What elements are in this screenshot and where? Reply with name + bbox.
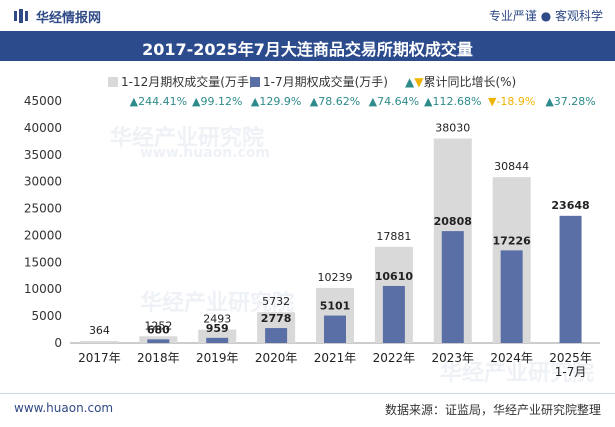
growth-up-icon: ▲: [250, 95, 260, 108]
growth-value: 129.9%: [259, 95, 302, 108]
growth-label: ▲78.62%: [302, 95, 368, 108]
data-label-1-7: 10610: [375, 270, 414, 283]
data-label-1-12: 30844: [494, 160, 529, 173]
data-label-1-7: 2778: [261, 312, 292, 325]
slogan-right: 客观科学: [554, 9, 603, 23]
watermark-2: 华经产业研究院: [140, 291, 295, 316]
y-tick-label: 40000: [24, 121, 62, 135]
growth-up-icon: ▲: [192, 95, 201, 108]
y-tick-label: 0: [54, 336, 62, 350]
footer-source: 数据来源：证监局，华经产业研究院整理: [384, 403, 601, 417]
growth-value: 37.28%: [553, 95, 596, 108]
growth-label: ▲74.64%: [361, 95, 427, 108]
x-tick-label: 2021年: [314, 351, 357, 365]
growth-value: 78.62%: [318, 95, 361, 108]
data-label-1-7: 5101: [320, 300, 351, 313]
data-label-1-12: 5732: [262, 295, 290, 308]
legend-label-1-7: 1-7月期权成交量(万手): [263, 75, 388, 89]
x-tick-label: 2022年: [373, 351, 416, 365]
y-tick-label: 25000: [24, 202, 62, 216]
growth-value: -18.9%: [496, 95, 536, 108]
title-bar: [0, 31, 615, 61]
y-tick-label: 30000: [24, 175, 62, 189]
growth-up-icon: ▲: [545, 95, 554, 108]
x-tick-label: 2020年: [255, 351, 298, 365]
data-label-1-12: 10239: [318, 271, 353, 284]
growth-value: 99.12%: [200, 95, 243, 108]
x-tick-label: 2023年: [432, 351, 475, 365]
data-label-1-12: 2493: [203, 313, 231, 326]
y-tick-label: 5000: [31, 309, 62, 323]
growth-up-icon: ▲: [129, 95, 139, 108]
bar-1-7: [147, 339, 170, 343]
bar-1-7: [265, 328, 288, 343]
legend-item-1-7: 1-7月期权成交量(万手): [250, 73, 388, 90]
data-label-1-12: 17881: [376, 230, 411, 243]
data-label-1-12: 1252: [144, 319, 172, 332]
chart-area: 0 5000 10000 15000 20000 25000 30000 35000 40000…: [24, 94, 600, 379]
bar-1-7: [324, 315, 346, 343]
slogan-dot: ●: [540, 9, 555, 23]
bar-1-7: [559, 215, 582, 343]
brand-logo-icon: [14, 9, 28, 23]
x-tick-label: 2025年: [549, 351, 592, 365]
data-label-1-7: 959: [206, 322, 229, 335]
data-label-1-7: 20808: [434, 215, 472, 228]
growth-label: ▼-18.9%: [479, 95, 545, 108]
growth-up-icon: ▲: [368, 95, 378, 108]
data-label-1-12: 364: [89, 324, 110, 337]
watermark-1: 华经产业研究院: [110, 126, 265, 151]
footer-divider: [0, 393, 615, 394]
legend-item-1-12: 1-12月期权成交量(万手): [108, 73, 254, 90]
watermark-url-1: www.huaon.com: [140, 145, 271, 161]
bar-1-7: [206, 337, 229, 343]
chart-title: 2017-2025年7月大连商品交易所期权成交量: [142, 40, 473, 59]
footer-website: www.huaon.com: [14, 401, 114, 415]
growth-value: 112.68%: [432, 95, 482, 108]
slogan-left: 专业严谨: [488, 9, 537, 23]
data-label-1-7: 680: [147, 323, 170, 336]
bar-1-7: [382, 285, 405, 343]
growth-down-icon: ▼: [487, 95, 497, 108]
legend-swatch-1-12: [108, 77, 118, 87]
growth-up-icon: ▲: [309, 95, 319, 108]
x-tick-label: 2017年: [78, 351, 121, 365]
bar-1-12: [80, 341, 119, 343]
growth-value: 74.64%: [377, 95, 420, 108]
legend-item-growth: ▲▼累计同比增长(%): [405, 73, 516, 90]
growth-label: ▲244.41%: [125, 95, 191, 108]
legend-up-icon: ▲: [405, 75, 415, 89]
data-label-1-7: 17226: [493, 234, 532, 247]
watermark-3: 华经产业研究院: [440, 361, 595, 386]
y-tick-label: 35000: [24, 148, 62, 162]
y-tick-label: 45000: [24, 94, 62, 108]
legend-label-growth: 累计同比增长(%): [423, 75, 517, 89]
top-bar: 华经情报网 专业严谨 ● 客观科学: [0, 0, 615, 30]
growth-value: 244.41%: [138, 95, 188, 108]
legend: 1-12月期权成交量(万手) 1-7月期权成交量(万手) ▲▼累计同比增长(%): [0, 73, 615, 91]
slogan: 专业严谨 ● 客观科学: [489, 7, 603, 24]
data-label-1-12: 38030: [435, 121, 470, 134]
growth-label: ▲129.9%: [243, 95, 309, 108]
legend-down-icon: ▼: [414, 75, 424, 89]
legend-swatch-1-7: [250, 77, 260, 87]
growth-label: ▲112.68%: [420, 95, 486, 108]
x-tick-label: 2018年: [137, 351, 180, 365]
y-tick-label: 15000: [24, 255, 62, 269]
data-label-1-7: 23648: [551, 199, 589, 212]
x-tick-label: 1-7月: [555, 365, 587, 379]
y-tick-label: 20000: [24, 228, 62, 242]
x-tick-label: 2019年: [196, 351, 239, 365]
bar-1-7: [441, 231, 464, 343]
growth-up-icon: ▲: [424, 95, 433, 108]
growth-label: ▲99.12%: [184, 95, 250, 108]
growth-label: ▲37.28%: [538, 95, 604, 108]
legend-label-1-12: 1-12月期权成交量(万手): [121, 75, 254, 89]
bar-1-7: [500, 250, 523, 343]
brand-name: 华经情报网: [36, 11, 102, 26]
x-tick-label: 2024年: [490, 351, 533, 365]
y-tick-label: 10000: [24, 282, 62, 296]
